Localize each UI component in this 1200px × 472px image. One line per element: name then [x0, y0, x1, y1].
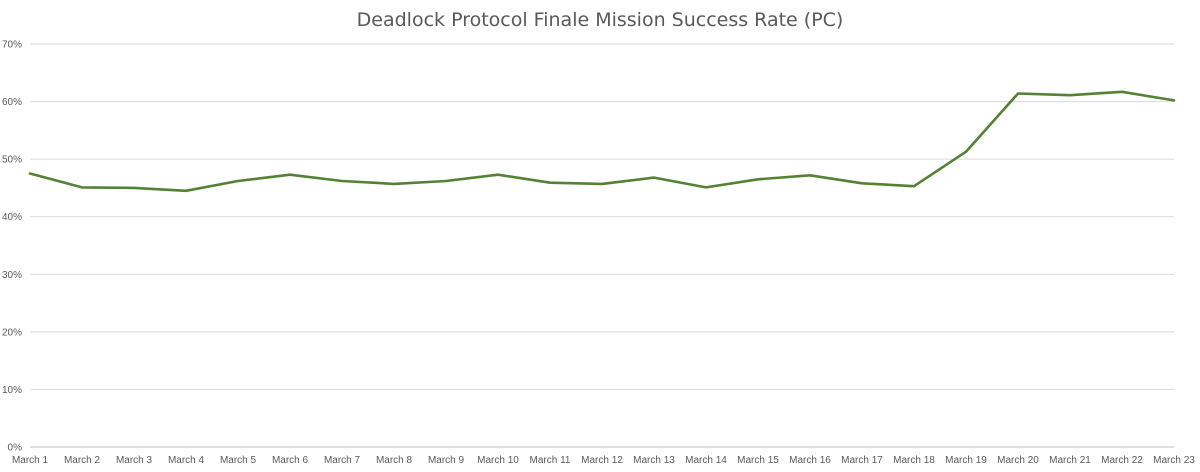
y-tick-label: 30%	[2, 270, 22, 281]
x-tick-label: March 23	[1153, 455, 1195, 466]
y-tick-label: 40%	[2, 212, 22, 223]
x-tick-label: March 11	[530, 455, 571, 466]
x-axis-ticks: March 1 March 2 March 3 March 4 March 5 March…	[12, 455, 1195, 466]
gridlines	[30, 43, 1174, 390]
x-tick-label: March 22	[1101, 455, 1143, 466]
y-tick-label: 10%	[2, 385, 22, 396]
x-tick-label: March 9	[428, 455, 465, 466]
x-tick-label: March 4	[168, 455, 205, 466]
x-tick-label: March 15	[737, 455, 779, 466]
x-tick-label: March 18	[893, 455, 935, 466]
x-tick-label: March 19	[945, 455, 987, 466]
x-tick-label: March 21	[1049, 455, 1091, 466]
y-tick-label: 0%	[8, 443, 23, 454]
chart-title: Deadlock Protocol Finale Mission Success…	[357, 9, 844, 31]
x-tick-label: March 10	[477, 455, 519, 466]
x-tick-label: March 7	[324, 455, 361, 466]
y-tick-label: 70%	[2, 40, 22, 51]
x-tick-label: March 6	[272, 455, 309, 466]
y-tick-label: 20%	[2, 327, 22, 338]
x-tick-label: March 13	[633, 455, 675, 466]
x-tick-label: March 17	[841, 455, 883, 466]
x-tick-label: March 12	[581, 455, 623, 466]
x-tick-label: March 14	[685, 455, 727, 466]
x-tick-label: March 8	[376, 455, 413, 466]
y-tick-label: 50%	[2, 155, 22, 166]
x-tick-label: March 5	[220, 455, 257, 466]
x-tick-label: March 3	[116, 455, 153, 466]
y-tick-label: 60%	[2, 97, 22, 108]
x-tick-label: March 20	[997, 455, 1039, 466]
x-tick-label: March 16	[789, 455, 831, 466]
y-axis-ticks: 0% 10% 20% 30% 40% 50% 60% 70%	[2, 40, 22, 454]
x-tick-label: March 1	[12, 455, 49, 466]
x-tick-label: March 2	[64, 455, 101, 466]
series-line	[28, 90, 1176, 193]
series-layer	[28, 90, 1176, 193]
